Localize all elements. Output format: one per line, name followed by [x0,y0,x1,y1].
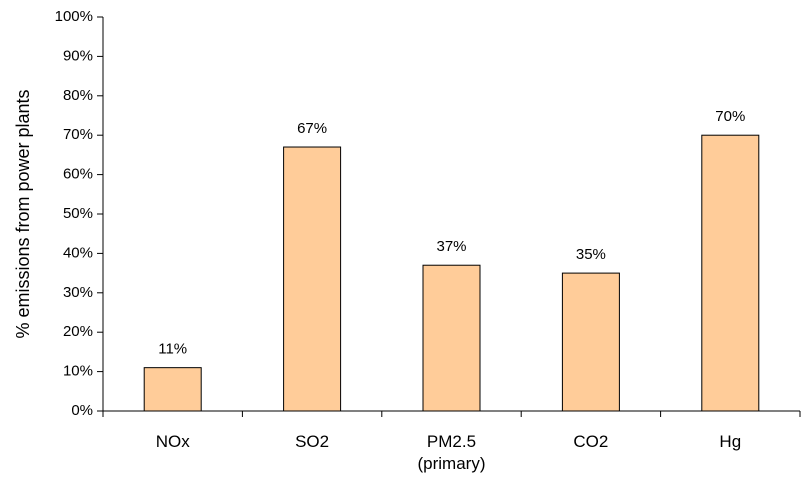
y-tick-label: 0% [71,402,93,419]
bar-value-label: 67% [297,120,327,137]
bar-value-label: 37% [436,238,466,255]
x-category-label: CO2 [573,432,608,451]
x-category-label-line: Hg [719,432,741,451]
bar [701,134,760,412]
y-tick-label: 30% [63,284,93,301]
x-category-label: PM2.5 (primary) [418,432,486,473]
x-category-label: Hg [719,432,741,451]
y-tick-label: 90% [63,47,93,64]
x-category-label: NOx [156,432,191,451]
bar-value-label: 35% [576,246,606,263]
x-category-label-line: CO2 [573,432,608,451]
y-tick-label: 10% [63,363,93,380]
y-axis-title: % emissions from power plants [13,89,33,338]
bar [283,146,342,412]
y-axis-title-group: % emissions from power plants [13,89,33,338]
y-tick-label: 20% [63,323,93,340]
y-tick-label: 50% [63,205,93,222]
bar [143,367,202,412]
x-category-label-line: PM2.5 [427,432,476,451]
x-category-label: SO2 [295,432,329,451]
x-category-label-line: NOx [156,432,191,451]
y-tick-label: 100% [55,8,93,25]
bar [561,272,620,412]
y-tick-label: 80% [63,87,93,104]
axes [102,17,801,417]
y-tick-label: 60% [63,166,93,183]
bar-value-label: 70% [715,108,745,125]
y-tick-label: 40% [63,244,93,261]
y-tick-label: 70% [63,126,93,143]
bar-value-label: 11% [158,341,187,358]
category-labels: NOx SO2 PM2.5 (primary) CO2 Hg [156,432,741,473]
y-axis-ticks: 0% 10% 20% 30% 40% 50% 60% 70% 80% 90% 100% [55,8,103,419]
x-category-label-line: SO2 [295,432,329,451]
x-category-label-line: (primary) [418,454,486,473]
bar [422,264,481,412]
bars [143,134,760,412]
bar-value-labels: 11% 67% 37% 35% 70% [158,108,745,357]
